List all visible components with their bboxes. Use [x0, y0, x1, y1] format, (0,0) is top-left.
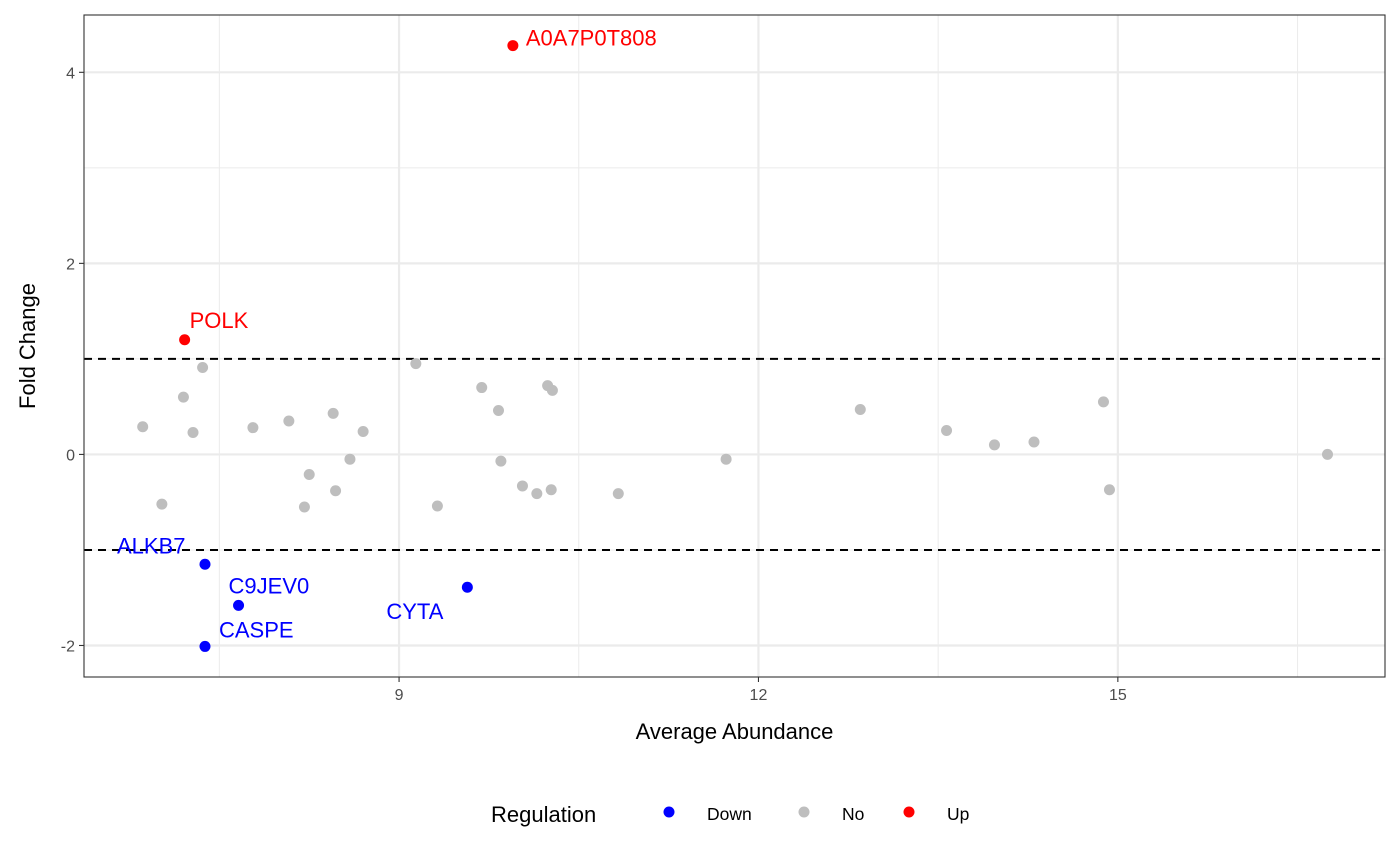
data-point-no: [177, 391, 189, 403]
data-point-no: [357, 425, 369, 437]
legend-label: No: [842, 804, 864, 824]
threshold-lines: [84, 357, 1385, 551]
data-point-no: [531, 488, 543, 500]
data-point-no: [431, 500, 443, 512]
data-point-no: [1097, 396, 1109, 408]
data-points: [137, 40, 1333, 652]
legend: Regulation Down No Up: [491, 802, 969, 827]
data-point-no: [546, 384, 558, 396]
data-point-no: [516, 480, 528, 492]
legend-label: Up: [947, 804, 969, 824]
data-point-no: [283, 415, 295, 427]
data-point-no: [1321, 448, 1333, 460]
data-point-no: [1028, 436, 1040, 448]
point-label: CASPE: [219, 617, 294, 642]
data-point-no: [187, 426, 199, 438]
axis-tick-labels: 9 12 15 -2 0 2 4: [61, 65, 1127, 704]
data-point-no: [298, 501, 310, 513]
data-point-no: [476, 382, 488, 394]
data-point-no: [941, 425, 953, 437]
data-point-no: [492, 404, 504, 416]
data-point-no: [854, 404, 866, 416]
major-gridlines: [84, 15, 1385, 677]
data-point-no: [495, 455, 507, 467]
point-labels: ALKB7 C9JEV0 CASPE CYTA POLK A0A7P0T808: [117, 26, 657, 643]
data-point-no: [197, 361, 209, 373]
data-point-no: [612, 488, 624, 500]
axis-ticks: [79, 71, 1119, 682]
data-point-no: [327, 407, 339, 419]
point-label: A0A7P0T808: [526, 26, 657, 51]
data-point-down: [461, 581, 473, 593]
point-label: CYTA: [386, 599, 443, 624]
legend-key-no: [798, 806, 810, 818]
legend-label: Down: [707, 804, 752, 824]
x-tick-label: 9: [395, 687, 404, 704]
data-point-down: [233, 599, 245, 611]
data-point-no: [1103, 484, 1115, 496]
point-label: ALKB7: [117, 533, 185, 558]
data-point-no: [410, 358, 422, 370]
data-point-no: [137, 421, 149, 433]
data-point-up: [507, 40, 519, 52]
data-point-no: [247, 422, 259, 434]
legend-key-down: [663, 806, 675, 818]
data-point-no: [303, 468, 315, 480]
x-axis-title: Average Abundance: [636, 719, 834, 744]
data-point-no: [720, 453, 732, 465]
data-point-no: [330, 485, 342, 497]
legend-title: Regulation: [491, 802, 596, 827]
y-tick-label: 0: [66, 447, 75, 464]
y-tick-label: 4: [66, 65, 75, 82]
data-point-no: [545, 484, 557, 496]
data-point-up: [179, 334, 191, 346]
data-point-no: [344, 453, 356, 465]
point-label: C9JEV0: [229, 573, 310, 598]
x-tick-label: 15: [1109, 687, 1127, 704]
y-tick-label: -2: [61, 638, 75, 655]
y-tick-label: 2: [66, 256, 75, 273]
point-label: POLK: [190, 308, 249, 333]
data-point-down: [199, 558, 211, 570]
data-point-down: [199, 640, 211, 652]
panel-border: [83, 14, 1386, 678]
legend-key-up: [903, 806, 915, 818]
data-point-no: [988, 439, 1000, 451]
data-point-no: [156, 498, 168, 510]
x-tick-label: 12: [750, 687, 768, 704]
y-axis-title: Fold Change: [15, 283, 40, 409]
